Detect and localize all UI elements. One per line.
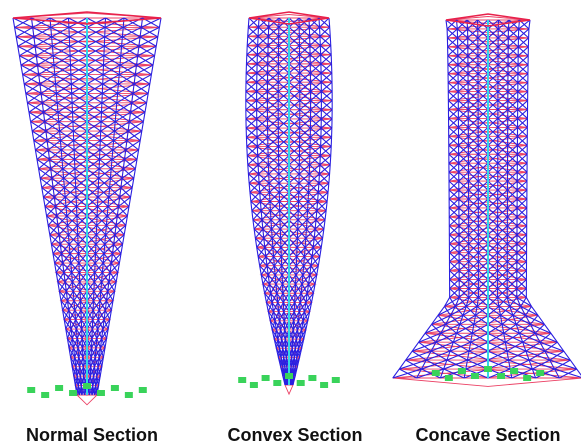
convex-section-tower xyxy=(238,11,340,396)
roof-frame xyxy=(12,11,162,25)
base-supports xyxy=(431,366,545,381)
roof-frame xyxy=(445,13,531,27)
bracing-lattice xyxy=(245,17,333,386)
concave-section-tower xyxy=(392,13,581,387)
convex-section-caption: Convex Section xyxy=(227,425,363,445)
normal-section-tower xyxy=(12,11,162,406)
roof-frame xyxy=(248,11,330,25)
base-supports xyxy=(27,383,147,398)
normal-section-caption: Normal Section xyxy=(25,425,159,445)
concave-section-caption: Concave Section xyxy=(415,425,561,445)
bracing-lattice xyxy=(392,19,581,379)
base-supports xyxy=(238,373,340,388)
